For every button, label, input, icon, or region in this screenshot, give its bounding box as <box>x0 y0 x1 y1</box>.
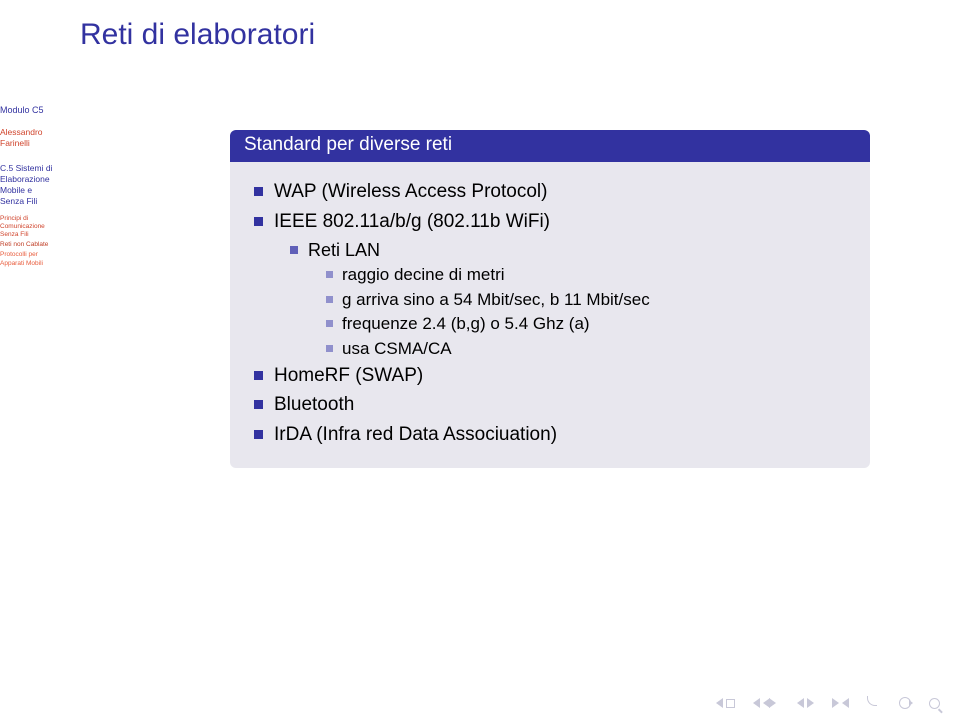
bullet-text: frequenze 2.4 (b,g) o 5.4 Ghz (a) <box>342 314 590 333</box>
square-bullet-icon <box>254 400 263 409</box>
triangle-right-icon <box>832 698 839 708</box>
bullet-reti-lan: Reti LAN <box>248 237 852 263</box>
section-line-4: Senza Fili <box>0 196 130 207</box>
sub1-line2: Comunicazione <box>0 223 130 231</box>
content-block: Standard per diverse reti WAP (Wireless … <box>230 130 870 468</box>
bullet-text: usa CSMA/CA <box>342 339 452 358</box>
bullet-homerf: HomeRF (SWAP) <box>248 362 852 390</box>
module-label: Modulo C5 <box>0 105 130 117</box>
triangle-left-icon <box>753 698 760 708</box>
slide-title: Reti di elaboratori <box>80 18 315 52</box>
triangle-right-icon <box>807 698 814 708</box>
square-bullet-icon <box>290 246 298 254</box>
nav-next-slide[interactable] <box>832 698 849 708</box>
sub1-line3: Senza Fili <box>0 231 130 239</box>
square-bullet-icon <box>326 320 333 327</box>
nav-cycle[interactable] <box>899 697 911 709</box>
subsection-protocolli-current[interactable]: Protocolli per Apparati Mobili <box>0 251 130 267</box>
square-bullet-icon <box>326 271 333 278</box>
section-line-2: Elaborazione <box>0 174 130 185</box>
square-bullet-icon <box>326 296 333 303</box>
square-bullet-icon <box>254 187 263 196</box>
square-bullet-icon <box>254 430 263 439</box>
square-bullet-icon <box>254 217 263 226</box>
sidebar: Modulo C5 Alessandro Farinelli C.5 Siste… <box>0 105 130 270</box>
block-body: WAP (Wireless Access Protocol) IEEE 802.… <box>230 162 870 468</box>
section-link[interactable]: C.5 Sistemi di Elaborazione Mobile e Sen… <box>0 163 130 207</box>
back-arrow-icon <box>867 696 881 710</box>
author-line-2: Farinelli <box>0 138 130 149</box>
sub3-line2: Apparati Mobili <box>0 260 130 268</box>
triangle-left-icon <box>842 698 849 708</box>
magnifier-icon <box>929 698 940 709</box>
bullet-wap: WAP (Wireless Access Protocol) <box>248 178 852 206</box>
bullet-text: IEEE 802.11a/b/g (802.11b WiFi) <box>274 211 550 232</box>
bullet-text: WAP (Wireless Access Protocol) <box>274 181 547 202</box>
bullet-text: g arriva sino a 54 Mbit/sec, b 11 Mbit/s… <box>342 290 650 309</box>
triangle-left-icon <box>797 698 804 708</box>
sub1-line1: Principi di <box>0 215 130 223</box>
double-triangle-icon <box>763 697 779 709</box>
bullet-text: IrDA (Infra red Data Associuation) <box>274 424 557 445</box>
bullet-text: Reti LAN <box>308 240 380 260</box>
bullet-speed: g arriva sino a 54 Mbit/sec, b 11 Mbit/s… <box>248 288 852 313</box>
nav-search[interactable] <box>929 698 940 709</box>
section-line-3: Mobile e <box>0 185 130 196</box>
bullet-raggio: raggio decine di metri <box>248 263 852 288</box>
nav-prev-slide[interactable] <box>797 698 814 708</box>
bullet-bluetooth: Bluetooth <box>248 391 852 419</box>
nav-back[interactable] <box>867 696 881 710</box>
square-icon <box>726 699 735 708</box>
bullet-ieee: IEEE 802.11a/b/g (802.11b WiFi) <box>248 208 852 236</box>
nav-controls <box>716 696 940 710</box>
bullet-text: Bluetooth <box>274 394 354 415</box>
sub3-line1: Protocolli per <box>0 251 130 259</box>
bullet-csma: usa CSMA/CA <box>248 337 852 362</box>
cycle-icon <box>899 697 911 709</box>
bullet-text: raggio decine di metri <box>342 265 505 284</box>
bullet-irda: IrDA (Infra red Data Associuation) <box>248 421 852 449</box>
subsection-principi[interactable]: Principi di Comunicazione Senza Fili <box>0 215 130 239</box>
block-title: Standard per diverse reti <box>230 130 870 162</box>
author-line-1: Alessandro <box>0 127 130 138</box>
subsection-reti-non-cablate[interactable]: Reti non Cablate <box>0 241 130 249</box>
square-bullet-icon <box>326 345 333 352</box>
triangle-left-icon <box>716 698 723 708</box>
section-line-1: C.5 Sistemi di <box>0 163 130 174</box>
nav-first[interactable] <box>716 698 735 708</box>
bullet-text: HomeRF (SWAP) <box>274 365 423 386</box>
square-bullet-icon <box>254 371 263 380</box>
author-name: Alessandro Farinelli <box>0 127 130 149</box>
bullet-frequenze: frequenze 2.4 (b,g) o 5.4 Ghz (a) <box>248 312 852 337</box>
nav-prev[interactable] <box>753 697 779 709</box>
